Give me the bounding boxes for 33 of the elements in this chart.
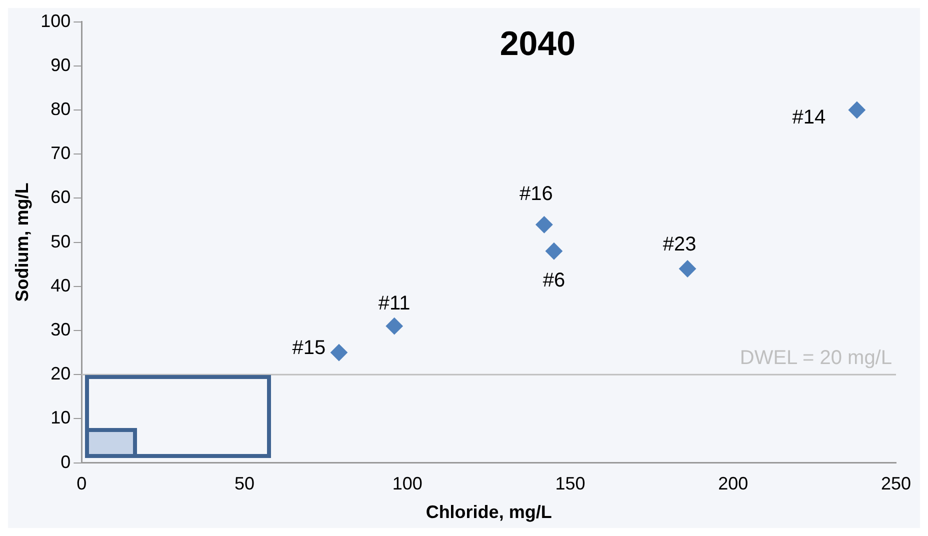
y-tick-label: 100 bbox=[40, 10, 71, 31]
point bbox=[536, 216, 553, 234]
x-tick-label: 50 bbox=[234, 474, 255, 494]
y-tick-label: 50 bbox=[50, 231, 71, 252]
chart-title: 2040 bbox=[500, 25, 576, 64]
x-tick-label: 150 bbox=[555, 474, 586, 494]
y-axis-title: Sodium, mg/L bbox=[12, 182, 32, 302]
ref-line-label: DWEL = 20 mg/L bbox=[740, 347, 892, 370]
y-tick-label: 20 bbox=[50, 364, 71, 384]
point bbox=[330, 344, 348, 362]
y-tick-label: 0 bbox=[60, 452, 71, 472]
y-tick-label: 60 bbox=[50, 187, 71, 208]
y-tick-label: 40 bbox=[50, 275, 71, 296]
annotation: #16 bbox=[520, 183, 553, 206]
x-axis-title: Chloride, mg/L bbox=[426, 502, 552, 522]
annotation: #6 bbox=[542, 270, 566, 292]
y-tick-label: 70 bbox=[50, 143, 71, 164]
y-tick-label: 30 bbox=[50, 319, 71, 340]
point bbox=[679, 260, 696, 278]
y-tick-label: 80 bbox=[50, 98, 71, 119]
annotation: #15 bbox=[292, 337, 326, 360]
annotation: #11 bbox=[378, 292, 410, 315]
x-tick-label: 250 bbox=[880, 474, 912, 494]
x-tick-label: 200 bbox=[718, 474, 748, 494]
x-tick-label: 0 bbox=[76, 474, 87, 494]
annotation: #14 bbox=[792, 106, 826, 129]
annotation: #23 bbox=[662, 233, 696, 256]
point bbox=[848, 102, 866, 118]
point bbox=[386, 318, 403, 335]
x-tick-label: 100 bbox=[392, 474, 422, 494]
y-tick-label: 90 bbox=[50, 54, 71, 75]
point bbox=[545, 242, 562, 260]
y-tick-label: 10 bbox=[50, 408, 71, 428]
